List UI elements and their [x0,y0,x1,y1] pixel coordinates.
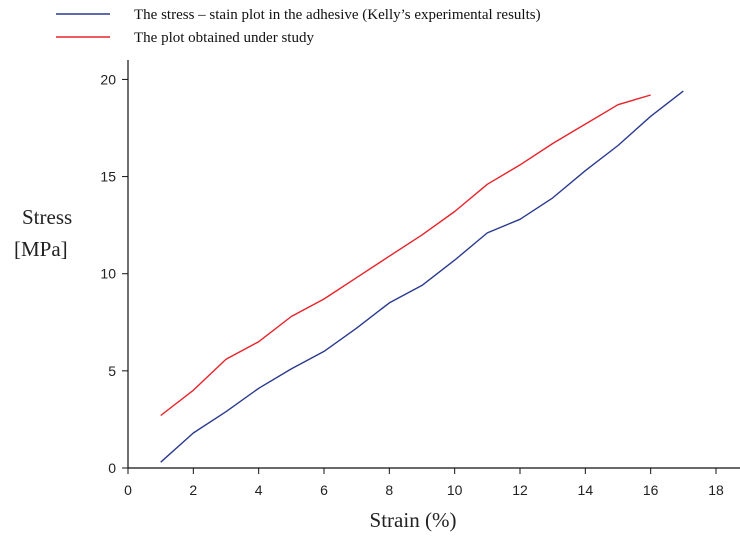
series-layer [160,90,684,463]
x-tick-label: 2 [189,482,197,498]
axes [127,60,740,469]
x-tick-label: 4 [255,482,263,498]
x-tick-label: 18 [708,482,724,498]
legend: The stress – stain plot in the adhesive … [56,7,541,46]
legend-label-kelly: The stress – stain plot in the adhesive … [134,7,541,23]
x-tick-label: 0 [124,482,132,498]
legend-label-study: The plot obtained under study [134,30,314,46]
y-tick-label: 5 [108,363,116,379]
x-tick-label: 10 [447,482,463,498]
x-axis-title: Strain (%) [370,508,457,532]
y-tick-label: 0 [108,460,116,476]
x-ticks: 0 2 4 6 8 10 12 14 16 18 [124,468,724,498]
y-axis-title-line2: [MPa] [14,237,68,261]
y-tick-label: 10 [100,266,116,282]
x-tick-label: 14 [578,482,594,498]
x-tick-label: 12 [512,482,528,498]
y-tick-label: 20 [100,71,116,87]
y-ticks: 0 5 10 15 20 [100,71,128,476]
x-tick-label: 6 [320,482,328,498]
y-tick-label: 15 [100,169,116,185]
x-tick-label: 8 [385,482,393,498]
series-line-study [160,94,651,417]
x-tick-label: 16 [643,482,659,498]
y-axis-title-line1: Stress [22,205,72,229]
series-line-kelly [160,90,684,463]
